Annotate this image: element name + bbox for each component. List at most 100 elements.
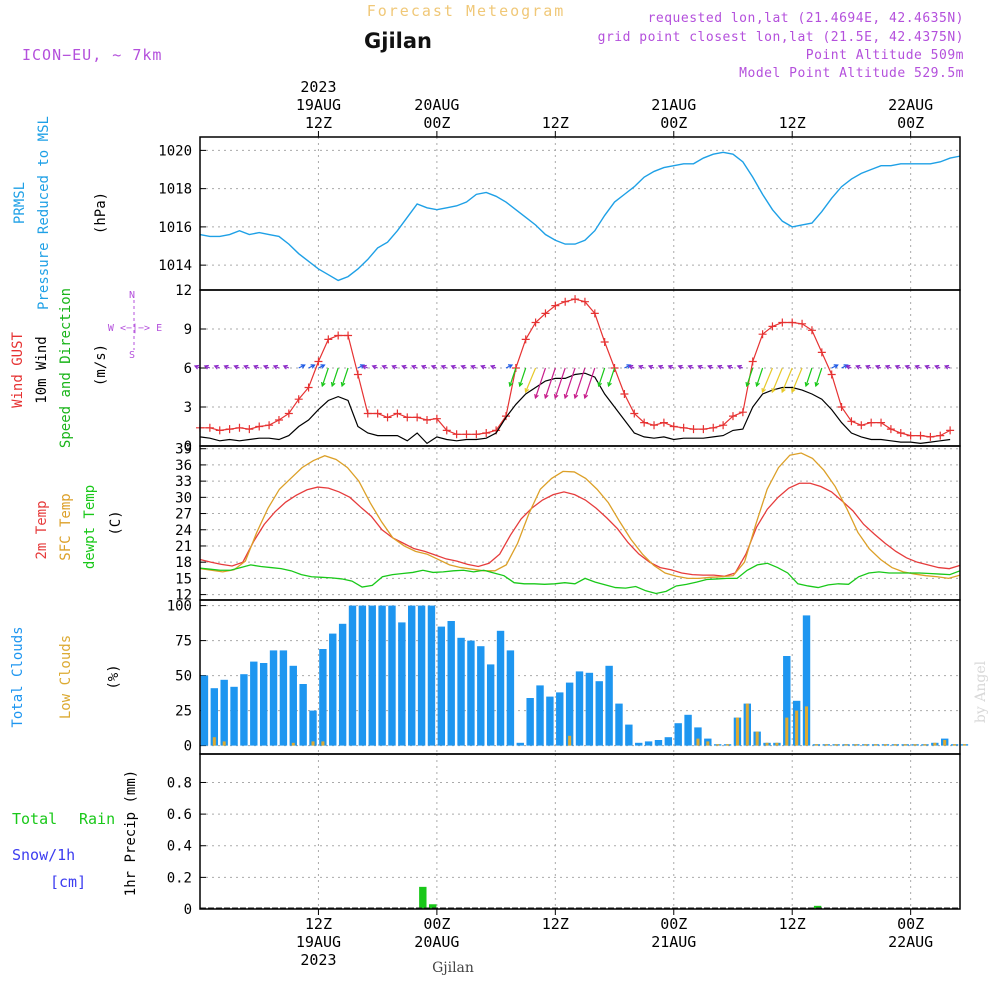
wind-arrow-head <box>755 381 760 388</box>
total-cloud-bar <box>496 630 505 746</box>
total-cloud-bar <box>250 661 258 746</box>
y-tick-label: 0.2 <box>167 870 192 886</box>
wind-arrow-head <box>865 364 871 370</box>
gust-marker <box>886 425 895 434</box>
wind-arrow-head <box>697 364 703 370</box>
wind-arrow-head <box>934 364 940 370</box>
gust-marker <box>847 417 856 426</box>
low-cloud-bar <box>212 737 216 746</box>
top-time-label: 12Z <box>542 114 569 132</box>
wind-arrow-head <box>410 364 417 370</box>
gust-marker <box>748 357 757 366</box>
temp-dew-label: dewpt Temp <box>82 485 98 569</box>
low-cloud-bar <box>716 744 720 746</box>
total-cloud-bar <box>230 686 238 746</box>
wind-arrow-head <box>203 364 209 370</box>
temp-unit: (C) <box>108 510 124 535</box>
wind-arrow-head <box>480 364 486 370</box>
y-tick-label: 33 <box>175 474 192 490</box>
gust-marker <box>728 412 737 421</box>
wind-arrow-head <box>223 364 229 370</box>
gust-marker <box>531 318 540 327</box>
total-cloud-bar <box>654 740 663 746</box>
wind-arrow-head <box>518 381 524 388</box>
gust-marker <box>788 318 797 327</box>
gust-marker <box>896 429 905 437</box>
pressure-label-1: PRMSL <box>12 182 28 224</box>
gust-marker <box>284 409 293 418</box>
wind-10m-label: 10m Wind <box>34 336 50 403</box>
gust-marker <box>373 409 382 418</box>
bottom-time-label: 21AUG <box>651 933 696 951</box>
meteogram-title: Forecast Meteogram <box>367 2 566 20</box>
gust-marker <box>590 309 599 318</box>
gust-marker <box>659 418 668 427</box>
wind-arrow-head <box>282 364 288 370</box>
wind-direction-arrow <box>525 367 537 393</box>
wind-arrow-head <box>460 364 466 370</box>
gust-marker <box>857 421 866 430</box>
gust-marker <box>551 301 560 310</box>
gust-marker <box>383 413 392 422</box>
wind-arrow-head <box>924 364 930 370</box>
top-time-label: 19AUG <box>296 96 341 114</box>
wind-arrow-head <box>361 364 367 370</box>
gust-marker <box>906 431 915 440</box>
precip-unit: 1hr Precip (mm) <box>123 770 139 896</box>
wind-arrow-head <box>855 364 861 370</box>
gust-marker <box>413 413 422 422</box>
gust-marker <box>867 418 876 427</box>
total-cloud-bar <box>329 633 337 746</box>
gust-marker <box>650 421 659 430</box>
requested-coords: requested lon,lat (21.4694E, 42.4635N) <box>648 11 964 26</box>
wind-arrow-head <box>833 364 839 369</box>
y-tick-label: 0 <box>184 439 192 455</box>
total-cloud-bar <box>605 665 613 746</box>
gust-marker <box>827 370 836 379</box>
low-cloud-bar <box>883 744 887 746</box>
total-cloud-bar <box>240 674 248 746</box>
gust-marker <box>314 357 323 366</box>
low-cloud-bar <box>795 710 799 746</box>
y-tick-label: 30 <box>175 490 192 506</box>
wind-direction-arrow <box>756 367 764 387</box>
gust-marker <box>798 319 807 328</box>
wind-arrow-head <box>657 364 663 370</box>
rain-bar <box>813 905 822 909</box>
low-cloud-bar <box>765 742 769 746</box>
total-cloud-bar <box>674 723 682 746</box>
y-tick-label: 1016 <box>158 220 192 236</box>
wind-arrow-head <box>430 364 436 370</box>
wind-arrow-head <box>814 381 820 388</box>
wind-arrow-head <box>677 364 683 370</box>
wind-direction-arrow <box>321 367 329 387</box>
gust-marker <box>837 403 846 411</box>
top-time-label: 22AUG <box>888 96 933 114</box>
wind-arrow-head <box>310 364 316 369</box>
bottom-time-label: 00Z <box>423 915 450 933</box>
y-tick-label: 39 <box>175 442 192 458</box>
wind-arrow-head <box>637 364 644 370</box>
low-cloud-bar <box>321 741 325 746</box>
wind-arrow-head <box>607 381 612 388</box>
wind-arrow-head <box>381 364 387 370</box>
top-time-label: 00Z <box>423 114 450 132</box>
wind-direction-arrow <box>509 367 517 387</box>
wind-arrow-head <box>843 364 849 369</box>
gust-marker <box>363 409 372 418</box>
total-cloud-bar <box>516 742 524 746</box>
gust-marker <box>719 421 728 430</box>
pressure-label-2: Pressure Reduced to MSL <box>36 116 52 310</box>
total-cloud-bar <box>279 650 288 746</box>
gust-marker <box>630 409 639 418</box>
wind-arrow-head <box>707 364 713 370</box>
wind-arrow-head <box>781 387 786 394</box>
gust-marker <box>817 348 826 357</box>
wind-direction-arrow <box>331 367 339 387</box>
total-cloud-bar <box>378 605 386 746</box>
total-cloud-bar <box>437 626 446 746</box>
y-tick-label: 12 <box>175 588 192 604</box>
low-cloud-bar <box>735 717 739 746</box>
wind-direction-arrow <box>781 367 793 393</box>
total-cloud-bar <box>398 622 406 746</box>
